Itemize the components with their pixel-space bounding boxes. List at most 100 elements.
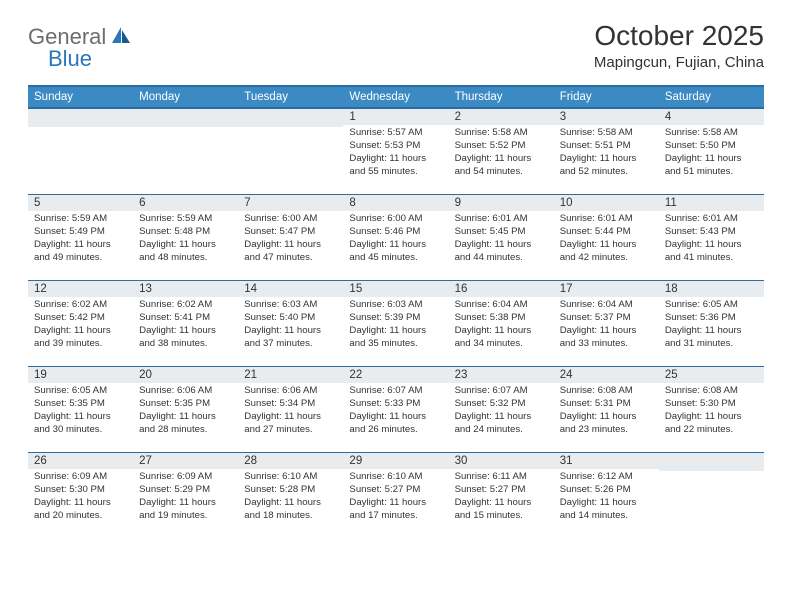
sunrise-text: Sunrise: 6:05 AM	[34, 385, 127, 398]
calendar-cell: 6Sunrise: 5:59 AMSunset: 5:48 PMDaylight…	[133, 195, 238, 280]
calendar-week: 5Sunrise: 5:59 AMSunset: 5:49 PMDaylight…	[28, 195, 764, 281]
sunset-text: Sunset: 5:45 PM	[455, 226, 548, 239]
day-number: 14	[238, 281, 343, 297]
day1-text: Daylight: 11 hours	[139, 239, 232, 252]
day-header: Wednesday	[343, 87, 448, 107]
day2-text: and 54 minutes.	[455, 166, 548, 179]
day2-text: and 22 minutes.	[665, 424, 758, 437]
day-number: 29	[343, 453, 448, 469]
sunrise-text: Sunrise: 5:58 AM	[560, 127, 653, 140]
day-details: Sunrise: 6:08 AMSunset: 5:31 PMDaylight:…	[554, 383, 659, 441]
day2-text: and 49 minutes.	[34, 252, 127, 265]
sunrise-text: Sunrise: 6:00 AM	[349, 213, 442, 226]
calendar-cell: 28Sunrise: 6:10 AMSunset: 5:28 PMDayligh…	[238, 453, 343, 539]
calendar-cell	[133, 109, 238, 194]
calendar-week: 1Sunrise: 5:57 AMSunset: 5:53 PMDaylight…	[28, 109, 764, 195]
sunrise-text: Sunrise: 6:01 AM	[455, 213, 548, 226]
day-details: Sunrise: 6:10 AMSunset: 5:27 PMDaylight:…	[343, 469, 448, 527]
sunset-text: Sunset: 5:29 PM	[139, 484, 232, 497]
day-details: Sunrise: 6:09 AMSunset: 5:29 PMDaylight:…	[133, 469, 238, 527]
day1-text: Daylight: 11 hours	[665, 411, 758, 424]
day2-text: and 17 minutes.	[349, 510, 442, 523]
calendar-cell: 17Sunrise: 6:04 AMSunset: 5:37 PMDayligh…	[554, 281, 659, 366]
day-number: 9	[449, 195, 554, 211]
sunrise-text: Sunrise: 6:03 AM	[244, 299, 337, 312]
day-header: Sunday	[28, 87, 133, 107]
sunrise-text: Sunrise: 6:09 AM	[34, 471, 127, 484]
calendar-cell: 22Sunrise: 6:07 AMSunset: 5:33 PMDayligh…	[343, 367, 448, 452]
day-details: Sunrise: 5:57 AMSunset: 5:53 PMDaylight:…	[343, 125, 448, 183]
sunrise-text: Sunrise: 6:10 AM	[349, 471, 442, 484]
day2-text: and 35 minutes.	[349, 338, 442, 351]
calendar-cell: 27Sunrise: 6:09 AMSunset: 5:29 PMDayligh…	[133, 453, 238, 539]
calendar-cell	[28, 109, 133, 194]
day-details: Sunrise: 6:06 AMSunset: 5:34 PMDaylight:…	[238, 383, 343, 441]
sunset-text: Sunset: 5:44 PM	[560, 226, 653, 239]
day-header: Saturday	[659, 87, 764, 107]
day2-text: and 23 minutes.	[560, 424, 653, 437]
sunset-text: Sunset: 5:40 PM	[244, 312, 337, 325]
day1-text: Daylight: 11 hours	[34, 497, 127, 510]
sunset-text: Sunset: 5:41 PM	[139, 312, 232, 325]
sunrise-text: Sunrise: 5:59 AM	[139, 213, 232, 226]
day-number: 18	[659, 281, 764, 297]
calendar-cell	[659, 453, 764, 539]
sunset-text: Sunset: 5:52 PM	[455, 140, 548, 153]
day-number: 17	[554, 281, 659, 297]
day2-text: and 30 minutes.	[34, 424, 127, 437]
day1-text: Daylight: 11 hours	[139, 325, 232, 338]
day1-text: Daylight: 11 hours	[349, 153, 442, 166]
calendar-cell: 11Sunrise: 6:01 AMSunset: 5:43 PMDayligh…	[659, 195, 764, 280]
calendar-cell: 1Sunrise: 5:57 AMSunset: 5:53 PMDaylight…	[343, 109, 448, 194]
day-number: 1	[343, 109, 448, 125]
sunset-text: Sunset: 5:32 PM	[455, 398, 548, 411]
day-number: 4	[659, 109, 764, 125]
day1-text: Daylight: 11 hours	[139, 497, 232, 510]
title-block: October 2025 Mapingcun, Fujian, China	[594, 20, 764, 71]
day2-text: and 15 minutes.	[455, 510, 548, 523]
day-details: Sunrise: 6:01 AMSunset: 5:44 PMDaylight:…	[554, 211, 659, 269]
sunrise-text: Sunrise: 6:01 AM	[665, 213, 758, 226]
day-number: 22	[343, 367, 448, 383]
calendar-cell: 31Sunrise: 6:12 AMSunset: 5:26 PMDayligh…	[554, 453, 659, 539]
day-number	[238, 109, 343, 127]
day1-text: Daylight: 11 hours	[349, 411, 442, 424]
day1-text: Daylight: 11 hours	[560, 325, 653, 338]
sunset-text: Sunset: 5:49 PM	[34, 226, 127, 239]
day2-text: and 28 minutes.	[139, 424, 232, 437]
day1-text: Daylight: 11 hours	[665, 239, 758, 252]
day-number: 26	[28, 453, 133, 469]
sunrise-text: Sunrise: 6:07 AM	[349, 385, 442, 398]
calendar-cell: 30Sunrise: 6:11 AMSunset: 5:27 PMDayligh…	[449, 453, 554, 539]
calendar-cell: 7Sunrise: 6:00 AMSunset: 5:47 PMDaylight…	[238, 195, 343, 280]
calendar-cell: 16Sunrise: 6:04 AMSunset: 5:38 PMDayligh…	[449, 281, 554, 366]
day-number: 28	[238, 453, 343, 469]
calendar-week: 26Sunrise: 6:09 AMSunset: 5:30 PMDayligh…	[28, 453, 764, 539]
day-number	[28, 109, 133, 127]
sunset-text: Sunset: 5:39 PM	[349, 312, 442, 325]
day-details: Sunrise: 6:11 AMSunset: 5:27 PMDaylight:…	[449, 469, 554, 527]
day-number: 24	[554, 367, 659, 383]
calendar-cell: 4Sunrise: 5:58 AMSunset: 5:50 PMDaylight…	[659, 109, 764, 194]
day1-text: Daylight: 11 hours	[560, 497, 653, 510]
sunset-text: Sunset: 5:26 PM	[560, 484, 653, 497]
day-details: Sunrise: 6:00 AMSunset: 5:47 PMDaylight:…	[238, 211, 343, 269]
sunrise-text: Sunrise: 6:03 AM	[349, 299, 442, 312]
sunset-text: Sunset: 5:47 PM	[244, 226, 337, 239]
day-number: 31	[554, 453, 659, 469]
day1-text: Daylight: 11 hours	[455, 325, 548, 338]
day1-text: Daylight: 11 hours	[349, 497, 442, 510]
day-number: 11	[659, 195, 764, 211]
day2-text: and 38 minutes.	[139, 338, 232, 351]
calendar-week: 12Sunrise: 6:02 AMSunset: 5:42 PMDayligh…	[28, 281, 764, 367]
calendar-cell: 13Sunrise: 6:02 AMSunset: 5:41 PMDayligh…	[133, 281, 238, 366]
sunset-text: Sunset: 5:50 PM	[665, 140, 758, 153]
day-number: 25	[659, 367, 764, 383]
day1-text: Daylight: 11 hours	[455, 411, 548, 424]
day-details: Sunrise: 6:12 AMSunset: 5:26 PMDaylight:…	[554, 469, 659, 527]
sunrise-text: Sunrise: 6:02 AM	[139, 299, 232, 312]
day-header: Tuesday	[238, 87, 343, 107]
calendar-cell: 29Sunrise: 6:10 AMSunset: 5:27 PMDayligh…	[343, 453, 448, 539]
day-details: Sunrise: 6:04 AMSunset: 5:38 PMDaylight:…	[449, 297, 554, 355]
location: Mapingcun, Fujian, China	[594, 54, 764, 71]
